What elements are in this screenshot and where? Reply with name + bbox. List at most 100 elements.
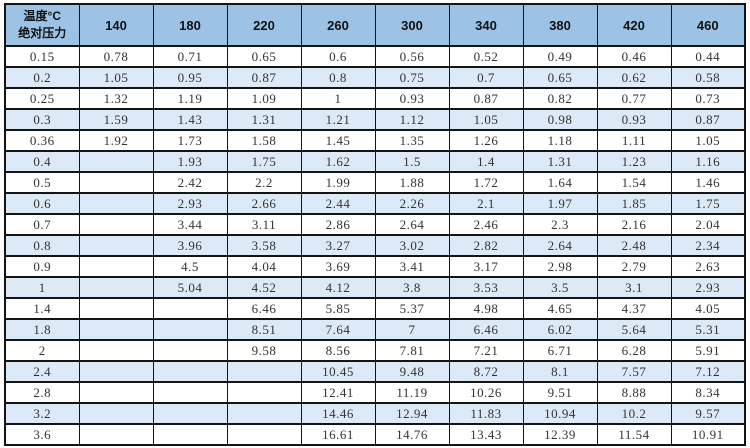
pressure-label-cell: 3.2 [4, 402, 80, 425]
value-cell: 3.53 [448, 276, 524, 299]
value-cell [78, 213, 154, 236]
value-cell: 4.04 [226, 255, 302, 278]
value-cell: 5.37 [374, 297, 450, 320]
table-row: 0.5 2.42 2.2 1.99 1.88 1.72 1.64 1.54 1.46 [4, 171, 746, 194]
value-cell [78, 423, 154, 446]
value-cell: 9.57 [670, 402, 746, 425]
value-cell: 1.75 [670, 192, 746, 215]
value-cell: 4.52 [226, 276, 302, 299]
value-cell: 3.02 [374, 234, 450, 257]
value-cell: 2.48 [596, 234, 672, 257]
value-cell: 9.58 [226, 339, 302, 362]
value-cell: 1 [300, 87, 376, 110]
value-cell: 9.48 [374, 360, 450, 383]
value-cell: 3.69 [300, 255, 376, 278]
value-cell: 1.5 [374, 150, 450, 173]
value-cell: 1.43 [152, 108, 228, 131]
value-cell: 10.2 [596, 402, 672, 425]
value-cell: 1.54 [596, 171, 672, 194]
value-cell [226, 360, 302, 383]
value-cell: 0.93 [374, 87, 450, 110]
value-cell: 0.93 [596, 108, 672, 131]
value-cell: 1.09 [226, 87, 302, 110]
value-cell: 5.64 [596, 318, 672, 341]
value-cell: 8.51 [226, 318, 302, 341]
value-cell: 3.5 [522, 276, 598, 299]
value-cell: 0.65 [522, 66, 598, 89]
value-cell: 2.66 [226, 192, 302, 215]
table-row: 0.9 4.5 4.04 3.69 3.41 3.17 2.98 2.79 2.63 [4, 255, 746, 278]
value-cell: 3.41 [374, 255, 450, 278]
table-row: 1 5.04 4.52 4.12 3.8 3.53 3.5 3.1 2.93 [4, 276, 746, 299]
value-cell: 1.12 [374, 108, 450, 131]
table-row: 3.2 14.46 12.94 11.83 10.94 10.2 9.57 [4, 402, 746, 425]
value-cell: 1.75 [226, 150, 302, 173]
corner-pressure-label: 绝对压力 [18, 26, 67, 40]
value-cell [226, 381, 302, 404]
value-cell: 1.97 [522, 192, 598, 215]
value-cell: 7.81 [374, 339, 450, 362]
value-cell: 5.85 [300, 297, 376, 320]
value-cell: 1.4 [448, 150, 524, 173]
pressure-label-cell: 0.8 [4, 234, 80, 257]
table-row: 0.4 1.93 1.75 1.62 1.5 1.4 1.31 1.23 1.16 [4, 150, 746, 173]
value-cell: 14.46 [300, 402, 376, 425]
value-cell: 6.71 [522, 339, 598, 362]
value-cell: 2.64 [522, 234, 598, 257]
table-row: 0.15 0.78 0.71 0.65 0.6 0.56 0.52 0.49 0.46 0.44 [4, 45, 746, 68]
value-cell [226, 423, 302, 446]
value-cell: 2.63 [670, 255, 746, 278]
pressure-label-cell: 0.3 [4, 108, 80, 131]
value-cell: 1.73 [152, 129, 228, 152]
value-cell: 1.85 [596, 192, 672, 215]
value-cell: 16.61 [300, 423, 376, 446]
value-cell: 2.86 [300, 213, 376, 236]
value-cell: 1.31 [522, 150, 598, 173]
pressure-label-cell: 1.4 [4, 297, 80, 320]
header-row: 温度°C 绝对压力 140 180 220 260 300 340 380 420 460 [4, 3, 746, 47]
value-cell: 0.58 [670, 66, 746, 89]
value-cell: 8.56 [300, 339, 376, 362]
pressure-temperature-table: 温度°C 绝对压力 140 180 220 260 300 340 380 420 460 0.… [4, 3, 746, 446]
value-cell: 2.1 [448, 192, 524, 215]
value-cell: 0.65 [226, 45, 302, 68]
value-cell: 11.19 [374, 381, 450, 404]
value-cell: 2.34 [670, 234, 746, 257]
table-header: 温度°C 绝对压力 140 180 220 260 300 340 380 420 460 [4, 3, 746, 47]
value-cell: 0.56 [374, 45, 450, 68]
value-cell: 3.27 [300, 234, 376, 257]
value-cell: 2.93 [152, 192, 228, 215]
value-cell: 0.98 [522, 108, 598, 131]
value-cell: 7.12 [670, 360, 746, 383]
value-cell: 10.26 [448, 381, 524, 404]
corner-cell: 温度°C 绝对压力 [4, 3, 80, 47]
value-cell: 3.17 [448, 255, 524, 278]
value-cell: 10.91 [670, 423, 746, 446]
table-row: 0.3 1.59 1.43 1.31 1.21 1.12 1.05 0.98 0.93 0.87 [4, 108, 746, 131]
column-header: 340 [448, 3, 524, 47]
value-cell [152, 402, 228, 425]
value-cell: 3.58 [226, 234, 302, 257]
value-cell: 1.58 [226, 129, 302, 152]
value-cell: 14.76 [374, 423, 450, 446]
pressure-label-cell: 1.8 [4, 318, 80, 341]
value-cell [152, 381, 228, 404]
value-cell: 10.94 [522, 402, 598, 425]
table-row: 1.8 8.51 7.64 7 6.46 6.02 5.64 5.31 [4, 318, 746, 341]
value-cell: 1.26 [448, 129, 524, 152]
value-cell: 2.82 [448, 234, 524, 257]
table-row: 0.6 2.93 2.66 2.44 2.26 2.1 1.97 1.85 1.75 [4, 192, 746, 215]
value-cell: 2.3 [522, 213, 598, 236]
value-cell [78, 297, 154, 320]
value-cell: 0.49 [522, 45, 598, 68]
value-cell: 12.94 [374, 402, 450, 425]
pressure-label-cell: 0.15 [4, 45, 80, 68]
value-cell: 3.8 [374, 276, 450, 299]
value-cell: 1.72 [448, 171, 524, 194]
value-cell: 1.05 [78, 66, 154, 89]
column-header: 180 [152, 3, 228, 47]
value-cell: 6.02 [522, 318, 598, 341]
value-cell: 1.05 [448, 108, 524, 131]
pressure-label-cell: 0.4 [4, 150, 80, 173]
column-header: 140 [78, 3, 154, 47]
